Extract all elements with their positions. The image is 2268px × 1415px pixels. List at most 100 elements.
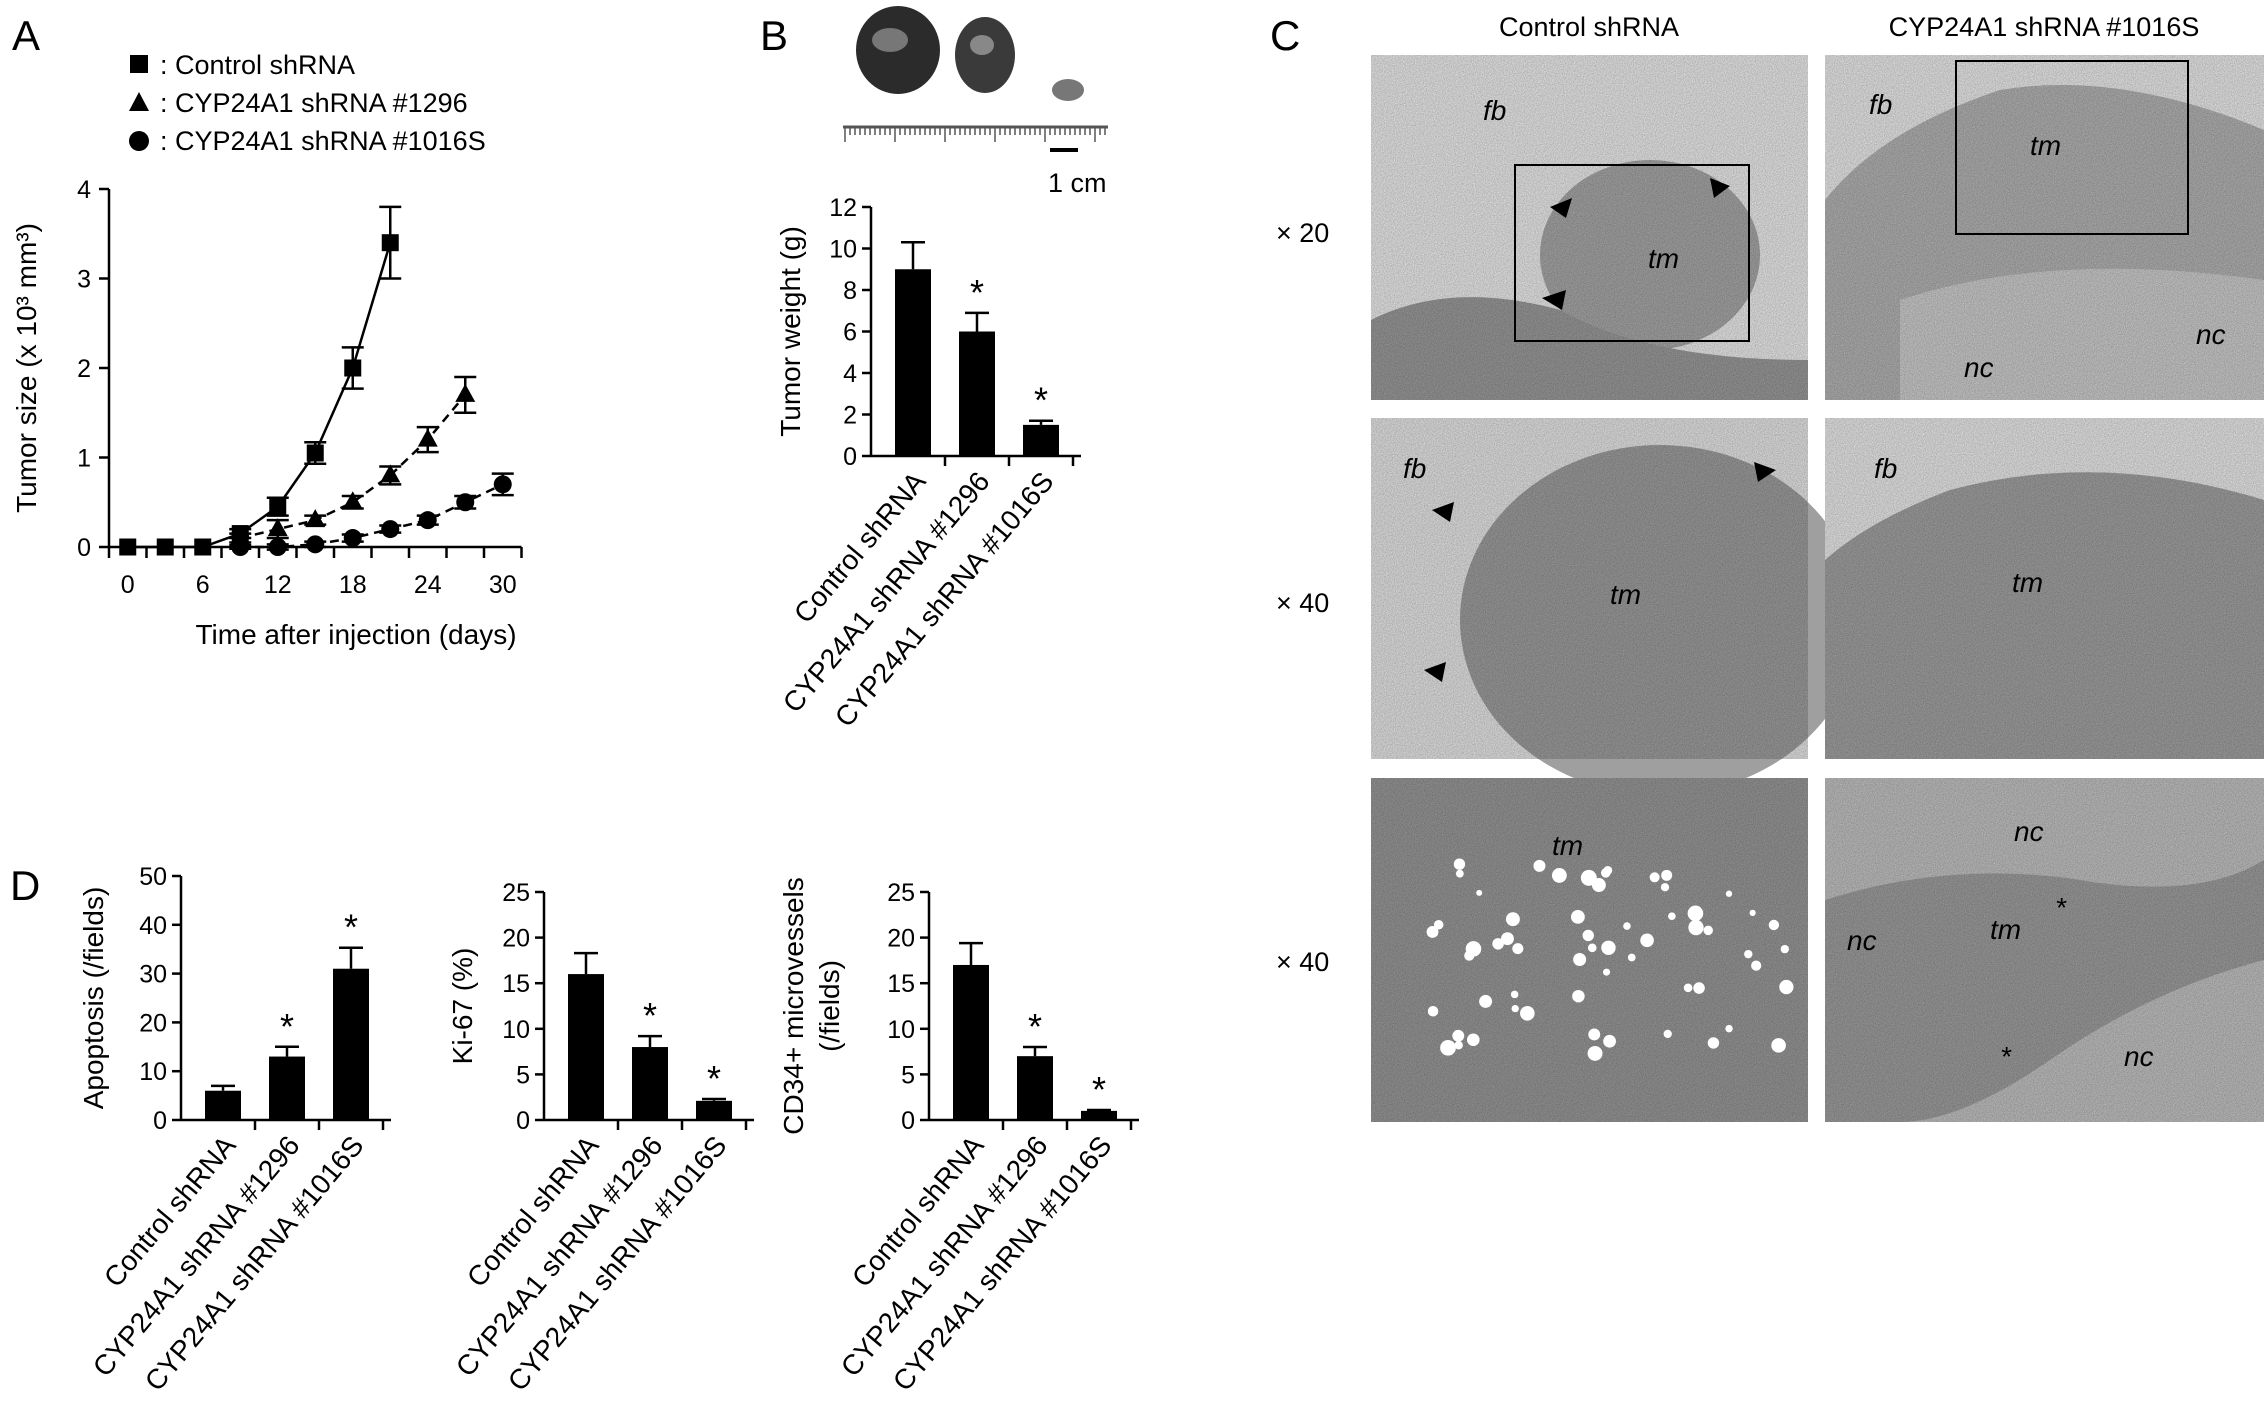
data-point-triangle xyxy=(417,428,438,447)
vessel-lumen xyxy=(1492,938,1504,950)
significance-marker: * xyxy=(1028,1006,1042,1047)
label-tm: tm xyxy=(1552,830,1583,861)
data-point-square xyxy=(156,538,174,556)
vessel-lumen xyxy=(1660,883,1670,892)
arrowhead-icon xyxy=(1754,462,1776,482)
arrowhead-icon xyxy=(1550,198,1572,218)
label-tm: tm xyxy=(1990,914,2021,945)
label-nc: nc xyxy=(2014,816,2044,847)
data-point-circle xyxy=(381,520,400,539)
y-tick-label: 10 xyxy=(887,1016,915,1044)
vessel-lumen xyxy=(1464,950,1475,961)
vessel-lumen xyxy=(1587,943,1597,953)
legend-label-1016s: : CYP24A1 shRNA #1016S xyxy=(160,126,486,156)
x-tick-label: 30 xyxy=(489,571,517,599)
histology-panel: Control shRNA CYP24A1 shRNA #1016S × 20 … xyxy=(1276,12,2264,1122)
vessel-lumen xyxy=(1440,1039,1456,1056)
series-circle xyxy=(229,472,514,556)
vessel-lumen xyxy=(1520,1006,1535,1021)
tumor-1296 xyxy=(955,17,1015,93)
label-fb: fb xyxy=(1483,95,1506,126)
y-axis-label: Ki-67 (%) xyxy=(447,948,478,1065)
histology-image-1016s-x40-2: nc nc tm * * nc xyxy=(1825,778,2264,1122)
y-tick-label: 6 xyxy=(843,319,857,347)
vessel-lumen xyxy=(1551,868,1567,883)
y-tick-label: 0 xyxy=(901,1107,915,1135)
vessel-lumen xyxy=(1570,909,1585,924)
y-tick-label: 0 xyxy=(516,1107,530,1135)
bar xyxy=(1017,1056,1053,1120)
data-point-circle xyxy=(456,493,475,512)
y-tick-label: 1 xyxy=(77,445,91,473)
panel-label-c: C xyxy=(1270,12,1300,59)
vessel-lumen xyxy=(1725,1024,1733,1033)
y-tick-label: 20 xyxy=(502,925,530,953)
y-tick-label: 30 xyxy=(139,961,167,989)
vessel-lumen xyxy=(1452,1029,1465,1042)
label-star: * xyxy=(2055,892,2067,923)
vessel-lumen xyxy=(1668,912,1676,921)
y-tick-label: 20 xyxy=(887,925,915,953)
data-point-triangle xyxy=(305,509,326,528)
significance-marker: * xyxy=(344,907,358,948)
scale-bar-label: 1 cm xyxy=(1048,168,1107,198)
vessel-lumen xyxy=(1640,933,1654,948)
vessel-lumen xyxy=(1687,905,1704,922)
y-tick-label: 25 xyxy=(887,879,915,907)
row-label-x40-2: × 40 xyxy=(1276,947,1329,977)
label-nc: nc xyxy=(2196,319,2226,350)
panel-label-b: B xyxy=(760,12,788,59)
legend: : Control shRNA : CYP24A1 shRNA #1296 : … xyxy=(129,50,486,156)
y-tick-label: 0 xyxy=(153,1107,167,1135)
histology-image-control-x40: fb tm xyxy=(1371,418,1860,795)
y-axis-label: CD34+ microvessels xyxy=(778,877,809,1135)
label-fb: fb xyxy=(1874,453,1897,484)
tumor-1016s xyxy=(1052,79,1084,101)
label-nc: nc xyxy=(2124,1041,2154,1072)
data-point-circle xyxy=(343,529,362,548)
significance-marker: * xyxy=(1092,1069,1106,1110)
vessel-lumen xyxy=(1455,869,1464,878)
y-tick-label: 50 xyxy=(139,863,167,891)
vessel-lumen xyxy=(1511,1004,1519,1013)
label-star: * xyxy=(2000,1041,2012,1072)
legend-label-1296: : CYP24A1 shRNA #1296 xyxy=(160,88,468,118)
vessel-lumen xyxy=(1661,869,1673,881)
data-point-square xyxy=(344,359,362,377)
bar xyxy=(895,269,931,456)
histology-image-control-x20: fb tm xyxy=(1371,55,1808,400)
vessel-lumen xyxy=(1749,909,1756,917)
inset-box xyxy=(1955,60,2189,235)
data-point-triangle xyxy=(267,518,288,537)
vessel-lumen xyxy=(1725,890,1733,897)
vessel-lumen xyxy=(1602,968,1611,976)
bar xyxy=(1081,1110,1117,1120)
column-header-control: Control shRNA xyxy=(1499,12,1679,42)
panel-label-a: A xyxy=(12,12,40,59)
vessel-lumen xyxy=(1780,944,1789,954)
y-tick-label: 8 xyxy=(843,277,857,305)
vessel-lumen xyxy=(1479,994,1493,1008)
y-tick-label: 5 xyxy=(516,1061,530,1089)
tumor-photo: 1 cm xyxy=(843,6,1108,198)
vessel-lumen xyxy=(1433,919,1444,930)
label-tm: tm xyxy=(1610,579,1641,610)
y-tick-label: 10 xyxy=(502,1016,530,1044)
bar xyxy=(953,964,989,1120)
vessel-lumen xyxy=(1688,919,1704,936)
y-tick-label: 20 xyxy=(139,1009,167,1037)
y-tick-label: 3 xyxy=(77,266,91,294)
bar xyxy=(1023,424,1059,456)
histology-image-1016s-x40: fb tm xyxy=(1825,418,2264,759)
x-tick-label: 18 xyxy=(339,571,367,599)
y-axis-label: Tumor weight (g) xyxy=(775,226,806,437)
bar xyxy=(333,968,369,1120)
vessel-lumen xyxy=(1510,990,1519,999)
data-point-circle xyxy=(493,475,512,494)
x-axis-label: Time after injection (days) xyxy=(195,619,516,650)
bar xyxy=(568,974,604,1120)
y-tick-label: 0 xyxy=(843,443,857,471)
vessel-lumen xyxy=(1601,940,1616,955)
